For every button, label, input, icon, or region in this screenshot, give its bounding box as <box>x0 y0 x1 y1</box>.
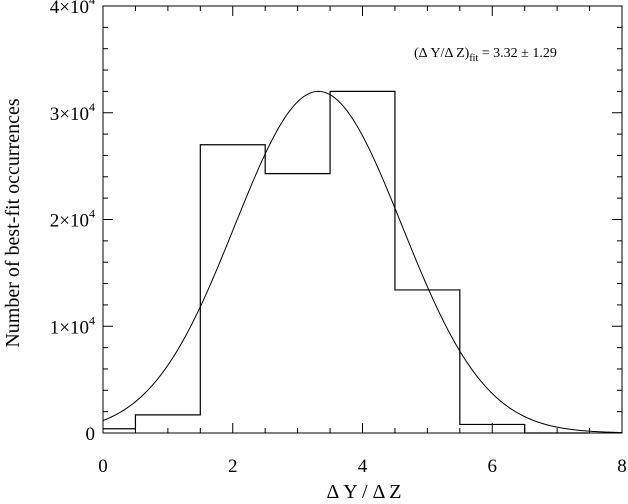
histogram-bar-4 <box>330 91 395 433</box>
gaussian-curve <box>102 90 623 434</box>
x-tick-label: 8 <box>617 456 627 477</box>
gaussian-fit <box>102 90 623 434</box>
fit-annotation: (Δ Y/Δ Z)fit = 3.32 ± 1.29 <box>414 46 557 64</box>
y-tick-label: 3×104 <box>50 100 95 125</box>
fit-annotation-prefix: (Δ Y/Δ Z) <box>414 46 470 61</box>
fit-annotation-subscript: fit <box>469 53 478 64</box>
x-tick-label: 6 <box>488 456 498 477</box>
x-tick-label: 0 <box>98 456 108 477</box>
histogram-bar-3 <box>265 174 330 433</box>
x-tick-label: 2 <box>228 456 238 477</box>
y-tick-label: 2×104 <box>50 207 95 232</box>
x-tick-label: 4 <box>358 456 368 477</box>
axis-ticks <box>102 5 623 434</box>
y-tick-label: 4×104 <box>50 0 95 18</box>
histogram-bar-5 <box>395 290 460 433</box>
y-tick-label: 1×104 <box>50 313 95 338</box>
y-tick-labels: 0 1×104 2×104 3×104 4×104 <box>50 0 95 445</box>
histogram <box>103 90 590 434</box>
histogram-bar-0 <box>103 429 135 433</box>
y-tick-label: 0 <box>86 424 96 445</box>
histogram-bar-2 <box>200 145 265 433</box>
y-axis-title: Number of best-fit occurrences <box>2 98 24 348</box>
fit-annotation-value: = 3.32 ± 1.29 <box>478 46 557 61</box>
x-tick-labels: 0 2 4 6 8 <box>98 456 627 477</box>
x-axis-title: Δ Y / Δ Z <box>327 481 402 503</box>
